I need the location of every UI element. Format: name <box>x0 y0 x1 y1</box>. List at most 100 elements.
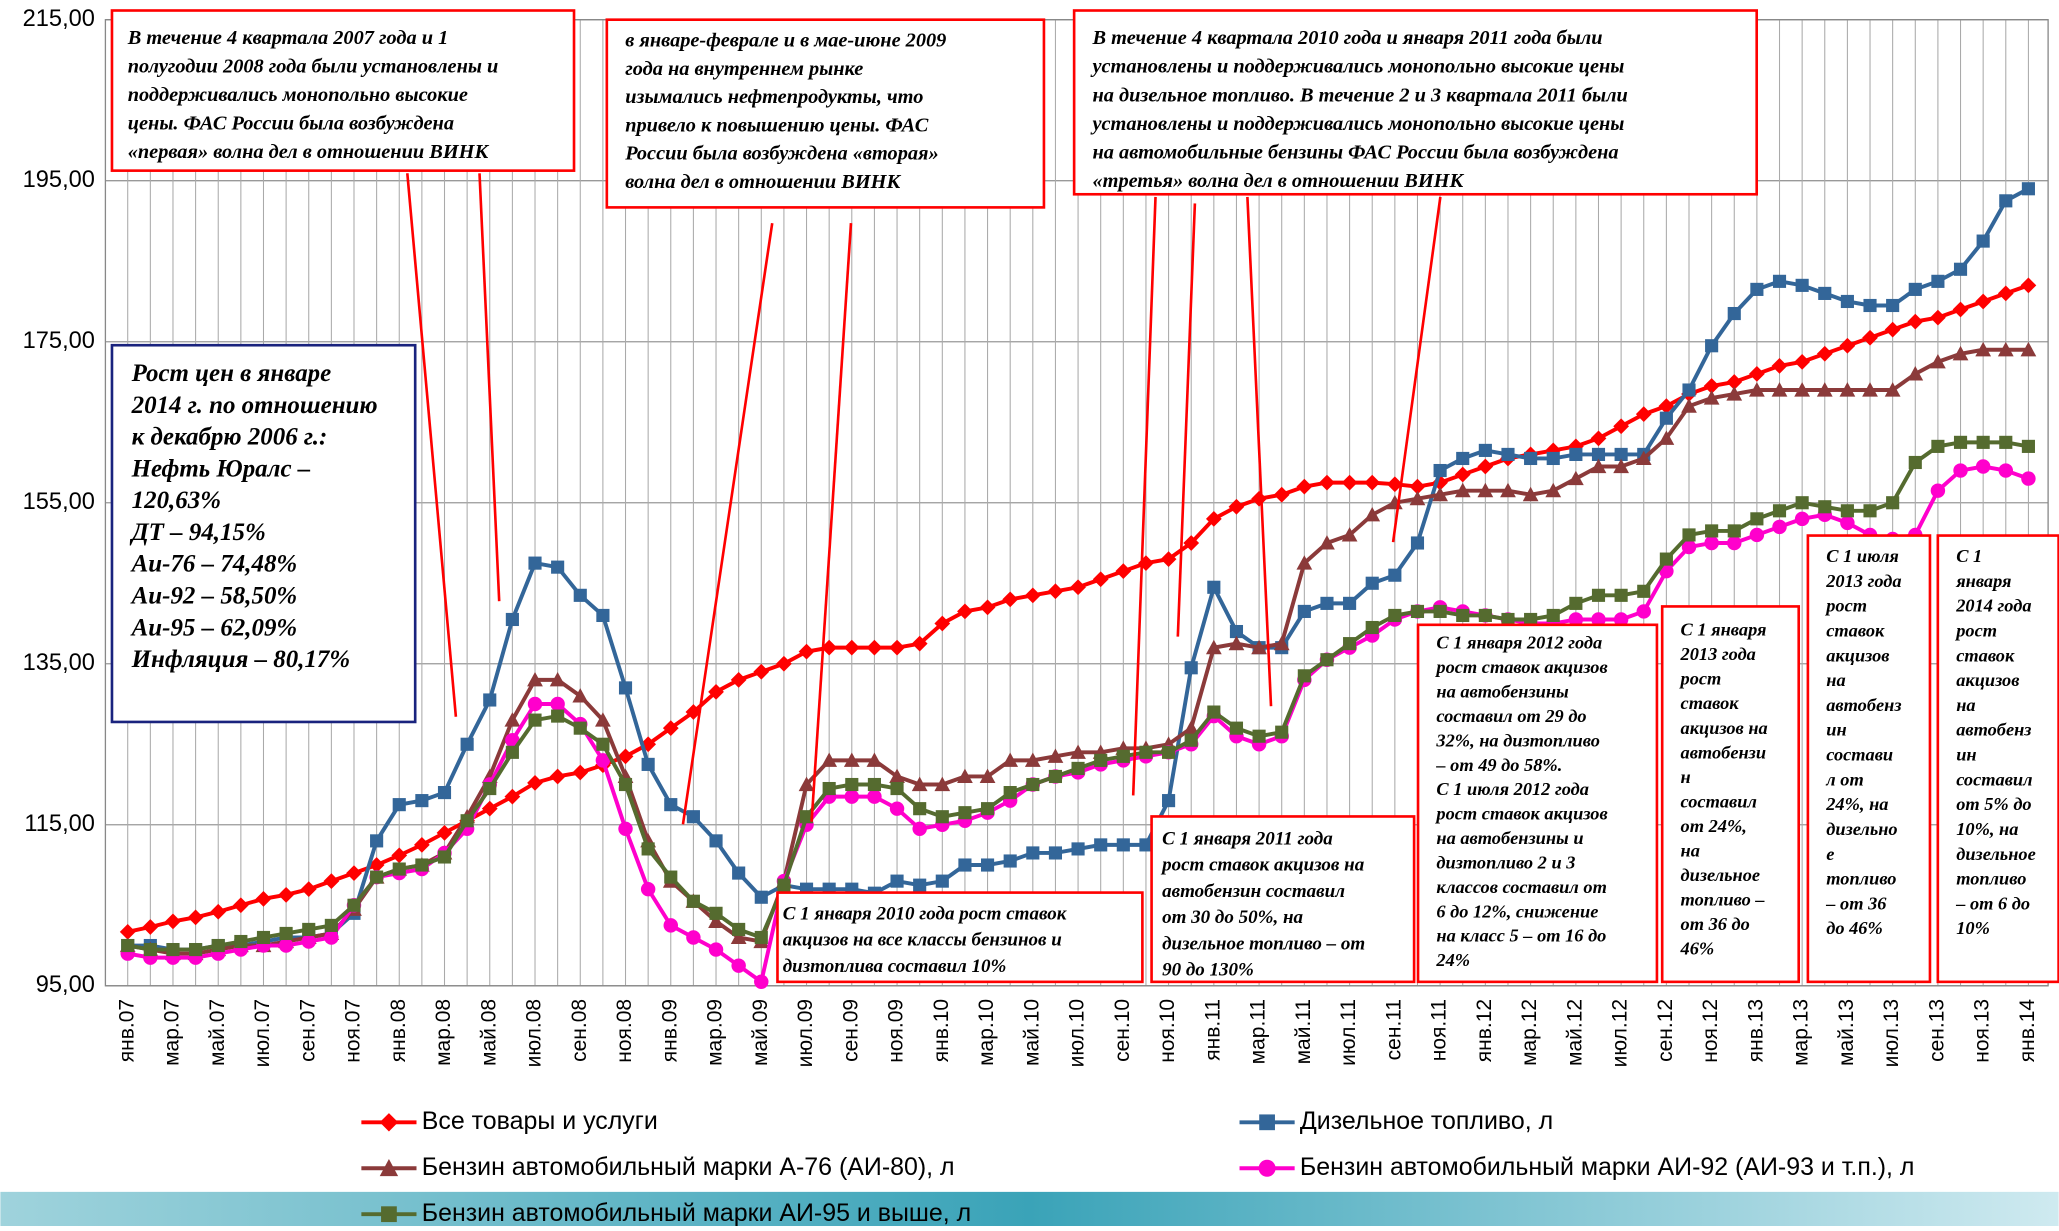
annotation-text: рост <box>1679 669 1722 689</box>
point <box>1682 383 1696 397</box>
annotation-text: от 36 до <box>1681 914 1750 934</box>
point <box>1433 604 1447 618</box>
point <box>437 786 452 800</box>
point <box>618 777 633 792</box>
point <box>324 930 339 945</box>
point <box>504 788 521 805</box>
point <box>1952 301 1969 318</box>
point <box>1454 482 1471 498</box>
annotation-text: января <box>1955 571 2011 591</box>
point <box>1591 588 1606 602</box>
x-tick-label: мар.12 <box>1518 999 1541 1066</box>
point <box>709 834 723 848</box>
annotation-text: изымались нефтепродукты, что <box>625 86 923 108</box>
point <box>1094 838 1108 852</box>
point <box>866 639 883 656</box>
annotation-text: автобензи <box>1681 742 1766 762</box>
x-tick-label: сен.09 <box>839 999 862 1062</box>
x-tick-label: мар.13 <box>1790 999 1813 1066</box>
point <box>1388 568 1402 582</box>
arrows <box>406 173 1442 825</box>
annotation-text: 10%, на <box>1956 819 2018 839</box>
annotation-text: на автобензины <box>1436 682 1569 702</box>
annotation-text: на дизельное топливо. В течение 2 и 3 кв… <box>1093 84 1628 106</box>
y-tick-label: 115,00 <box>24 811 94 837</box>
point <box>1432 486 1448 502</box>
point <box>527 671 543 687</box>
annotation-box <box>605 18 1046 209</box>
point <box>1546 451 1560 466</box>
y-tick-label: 175,00 <box>23 328 95 354</box>
point <box>379 1113 399 1132</box>
point <box>1409 478 1426 495</box>
point <box>890 874 904 888</box>
point <box>1386 476 1403 493</box>
point <box>821 752 838 767</box>
point <box>392 862 406 876</box>
point <box>664 798 678 812</box>
x-tick-label: сен.12 <box>1654 999 1677 1062</box>
point <box>686 810 700 824</box>
x-tick-label: май.10 <box>1020 999 1043 1066</box>
point <box>889 768 905 784</box>
point <box>1681 539 1697 555</box>
legend-label: Бензин автомобильный марки АИ-92 (АИ-93 … <box>1300 1153 1915 1181</box>
point <box>346 865 362 881</box>
annotation-text: ин <box>1956 745 1976 765</box>
point <box>392 798 406 812</box>
point <box>1341 474 1358 491</box>
point <box>595 753 611 768</box>
x-tick-label: ноя.10 <box>1156 999 1179 1063</box>
point <box>142 919 159 935</box>
point <box>323 873 340 890</box>
point <box>368 857 385 873</box>
annotation-text: акцизов <box>1956 670 2019 690</box>
point <box>1047 748 1064 763</box>
annotation-text: 2013 года <box>1825 571 1901 591</box>
point <box>685 704 702 720</box>
point <box>551 560 565 574</box>
point <box>935 810 949 824</box>
annotation-box <box>1150 815 1416 984</box>
point <box>1184 733 1198 747</box>
point <box>1477 458 1494 475</box>
annotation-text: дизельное топливо – от <box>1162 933 1365 954</box>
annotation-text: – от 6 до <box>1955 893 2030 913</box>
point <box>119 923 136 940</box>
annotation-box <box>1660 605 1801 984</box>
point <box>753 663 770 680</box>
point <box>1839 382 1856 397</box>
annotation-text: поддерживались монопольно высокие <box>128 84 468 106</box>
point <box>1659 411 1673 425</box>
point <box>504 712 521 727</box>
point <box>1884 382 1901 397</box>
annotation-text: на автобензины и <box>1436 828 1583 848</box>
point <box>481 800 498 817</box>
annotation: С 1 июля 2013 года рост ставок акцизов на авто… <box>1806 534 1932 984</box>
point <box>1818 500 1832 514</box>
annotation-text: 2013 года <box>1680 644 1756 664</box>
point <box>1591 612 1606 627</box>
point <box>1998 463 2014 478</box>
point <box>1975 341 1992 357</box>
point <box>1907 366 1924 381</box>
point <box>1184 661 1198 675</box>
point <box>278 886 294 903</box>
annotation-box <box>110 343 417 724</box>
x-tick-label: июл.11 <box>1337 999 1360 1066</box>
point <box>1319 474 1335 491</box>
point <box>1816 382 1833 397</box>
x-tick-label: мар.07 <box>161 999 184 1066</box>
annotation-text: классов составил от <box>1436 877 1606 897</box>
x-tick-label: янв.11 <box>1201 999 1224 1061</box>
arrow <box>810 223 853 822</box>
annotation-text: С 1 января <box>1681 620 1767 640</box>
point <box>1658 430 1675 445</box>
annotation-text: в январе-феврале и в мае-июне 2009 <box>625 30 946 52</box>
point <box>1228 635 1245 651</box>
x-tick-label: янв.10 <box>930 999 953 1062</box>
x-tick-label: янв.12 <box>1473 999 1496 1062</box>
point <box>300 881 317 898</box>
x-tick-label: июл.13 <box>1880 999 1903 1067</box>
